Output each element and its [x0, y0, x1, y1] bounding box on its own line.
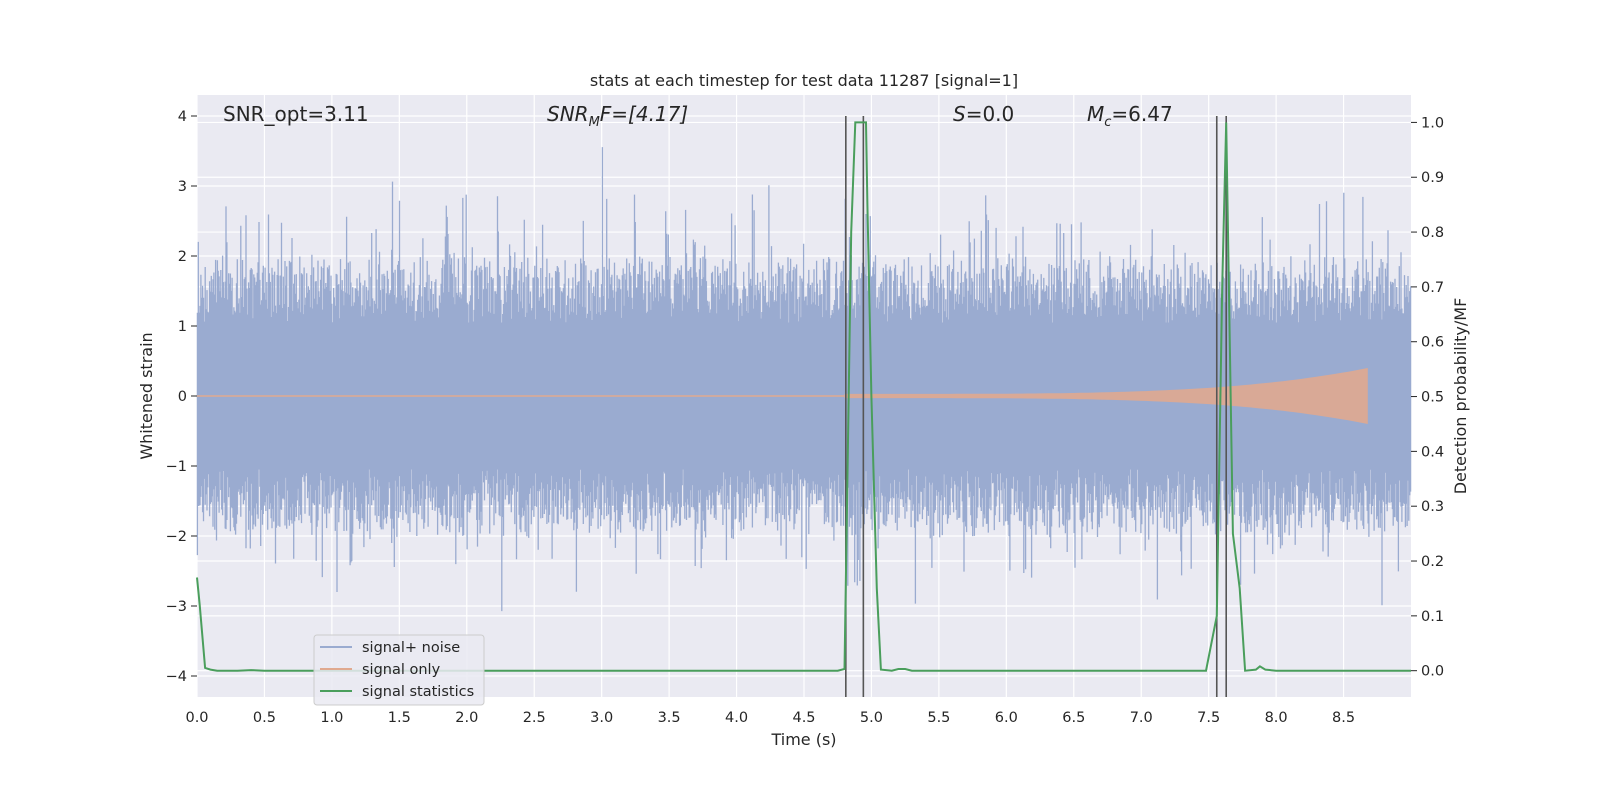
y-right-tick-label: 0.6: [1421, 335, 1444, 351]
annotation-s: S=0.0: [953, 102, 1014, 126]
y-right-tick-label: 0.7: [1421, 280, 1444, 296]
y-right-tick-label: 0.2: [1421, 554, 1444, 570]
y-right-axis-ticks: 1.0 0.9 0.8 0.7 0.6 0.5 0.4 0.3 0.2 0.1 0.0: [1411, 115, 1444, 680]
legend: signal+ noise signal only signal statist…: [313, 634, 485, 706]
x-axis-ticks: 0.0 0.5 1.0 1.5 2.0 2.5 3.0 3.5 4.0 4.5 5.0 5.5 6.0 6…: [185, 710, 1355, 726]
y-left-tick-label: 2: [178, 249, 187, 265]
annotation-mc: Mc=6.47: [1087, 102, 1173, 130]
x-tick-label: 0.0: [185, 710, 208, 726]
legend-label-signal-noise: signal+ noise: [362, 640, 460, 656]
annotation-mc-main: M: [1087, 102, 1104, 126]
annotation-snr-mf: SNRMF=[4.17]: [547, 102, 688, 130]
signal-statistics-line: [196, 121, 1411, 672]
y-left-tick-label: 3: [178, 179, 187, 195]
y-left-tick-label: 4: [178, 109, 187, 125]
annotation-snr-mf-rest: F=[4.17]: [600, 102, 688, 126]
annotation-snr-opt: SNR_opt=3.11: [223, 102, 369, 126]
x-tick-label: 1.0: [320, 710, 343, 726]
chart-title: stats at each timestep for test data 112…: [590, 71, 1018, 90]
y-axis-label-left: Whitened strain: [137, 332, 156, 459]
y-right-tick-label: 0.8: [1421, 225, 1444, 241]
x-tick-label: 3.5: [658, 710, 681, 726]
y-axis-label-right: Detection probability/MF: [1451, 298, 1470, 495]
legend-label-signal-statistics: signal statistics: [362, 684, 474, 700]
x-tick-label: 1.5: [388, 710, 411, 726]
annotation-s-main: S: [953, 102, 966, 126]
legend-box: [313, 634, 485, 706]
annotation-mc-sub: c: [1104, 115, 1111, 130]
annotation-s-rest: =0.0: [966, 102, 1015, 126]
y-right-tick-label: 0.0: [1421, 664, 1444, 680]
x-tick-label: 8.5: [1332, 710, 1355, 726]
x-tick-label: 3.0: [590, 710, 613, 726]
y-left-tick-label: −1: [166, 459, 187, 475]
x-tick-label: 8.0: [1265, 710, 1288, 726]
y-left-tick-label: 0: [178, 389, 187, 405]
annotation-snr-mf-sub: M: [589, 115, 600, 130]
signal-only-envelope: [844, 368, 1368, 424]
x-tick-label: 7.0: [1130, 710, 1153, 726]
y-right-tick-label: 0.9: [1421, 170, 1444, 186]
y-left-tick-label: −3: [166, 599, 187, 615]
y-right-tick-label: 0.3: [1421, 499, 1444, 515]
y-left-tick-label: 1: [178, 319, 187, 335]
x-axis-label: Time (s): [770, 730, 836, 749]
x-tick-label: 5.0: [860, 710, 883, 726]
x-tick-label: 4.0: [725, 710, 748, 726]
x-tick-label: 7.5: [1197, 710, 1220, 726]
y-right-tick-label: 0.5: [1421, 390, 1444, 406]
series-signal-statistics: [196, 121, 1411, 672]
x-tick-label: 0.5: [253, 710, 276, 726]
y-right-tick-label: 0.1: [1421, 609, 1444, 625]
x-tick-label: 6.5: [1062, 710, 1085, 726]
y-left-axis-ticks: 4 3 2 1 0 −1 −2 −3 −4: [166, 109, 197, 685]
y-left-tick-label: −2: [166, 529, 187, 545]
series-signal-only: [197, 368, 1368, 424]
annotation-snr-mf-main: SNR: [547, 102, 589, 126]
x-tick-label: 2.0: [455, 710, 478, 726]
x-tick-label: 2.5: [523, 710, 546, 726]
x-tick-label: 5.5: [927, 710, 950, 726]
legend-label-signal-only: signal only: [362, 662, 441, 678]
y-right-tick-label: 0.4: [1421, 444, 1444, 460]
x-tick-label: 6.0: [995, 710, 1018, 726]
x-tick-label: 4.5: [792, 710, 815, 726]
y-left-tick-label: −4: [166, 669, 187, 685]
y-right-tick-label: 1.0: [1421, 115, 1444, 131]
annotation-mc-rest: =6.47: [1111, 102, 1172, 126]
